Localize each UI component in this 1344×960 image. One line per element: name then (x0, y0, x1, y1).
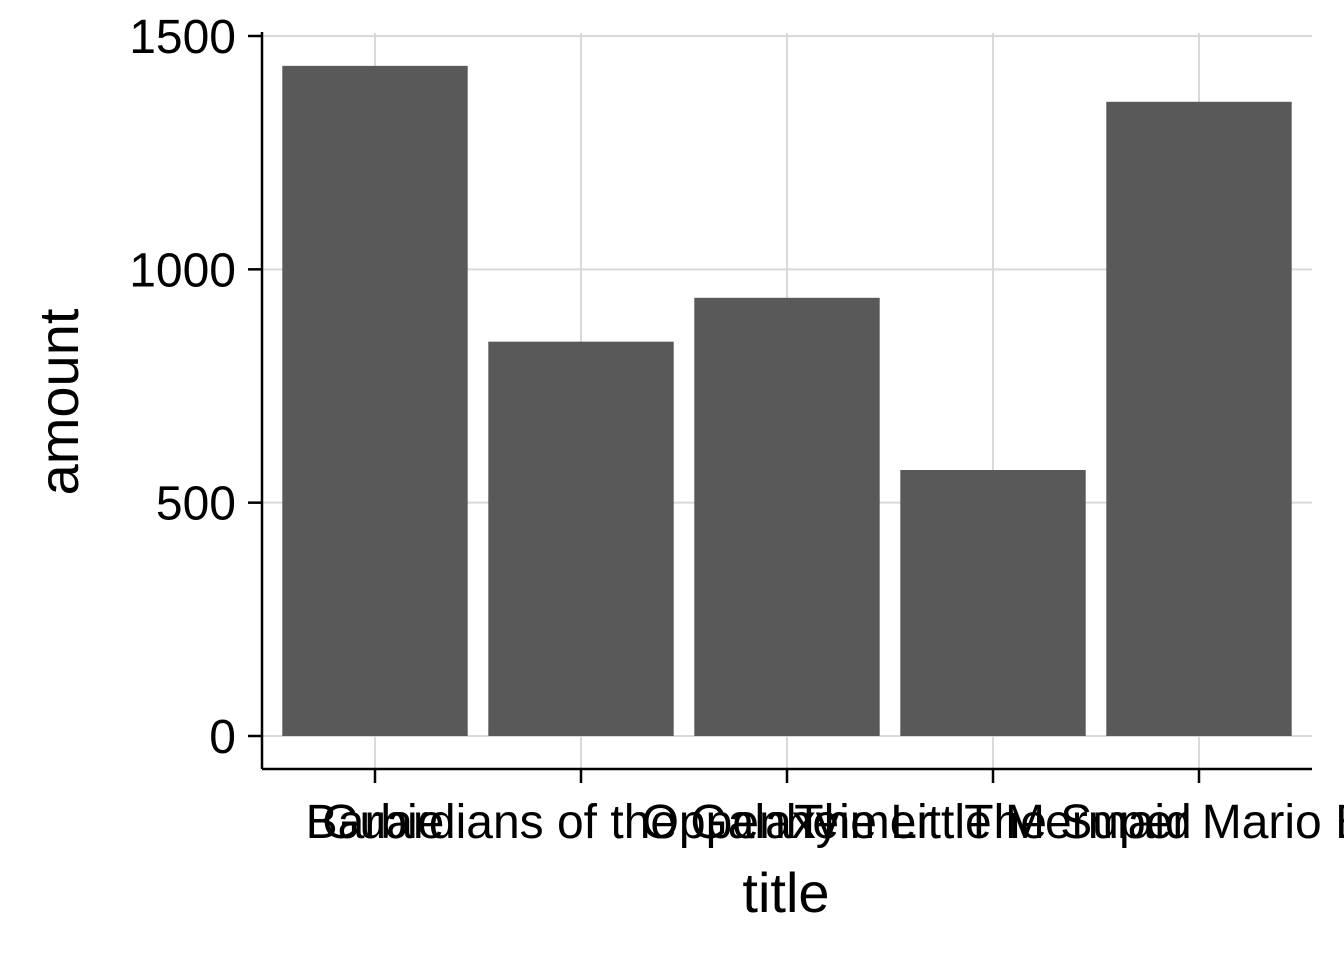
x-axis-title: title (742, 861, 829, 924)
x-tick-label-3: The Little Mermaid (794, 796, 1191, 849)
y-axis-title: amount (27, 308, 90, 495)
bar-2 (694, 297, 880, 736)
y-tick-labels: 0 500 1000 1500 (129, 11, 236, 764)
y-tick-label-2: 1000 (129, 244, 236, 297)
x-tick-label-4: The Super Mario Bros (964, 796, 1344, 849)
bar-3 (900, 470, 1086, 736)
x-tick-label-2: Oppenheimer (642, 796, 933, 849)
bar-4 (1106, 101, 1292, 737)
bar-1 (488, 341, 674, 736)
y-tick-label-1: 500 (156, 478, 236, 531)
bar-0 (282, 65, 468, 736)
y-tick-label-0: 0 (209, 711, 236, 764)
bars (282, 65, 1292, 737)
x-tick-label-1: Guardians of the Galaxy (322, 796, 840, 849)
x-tick-label-0: Barbie (306, 796, 445, 849)
axes (248, 32, 1312, 783)
y-tick-label-3: 1500 (129, 11, 236, 64)
